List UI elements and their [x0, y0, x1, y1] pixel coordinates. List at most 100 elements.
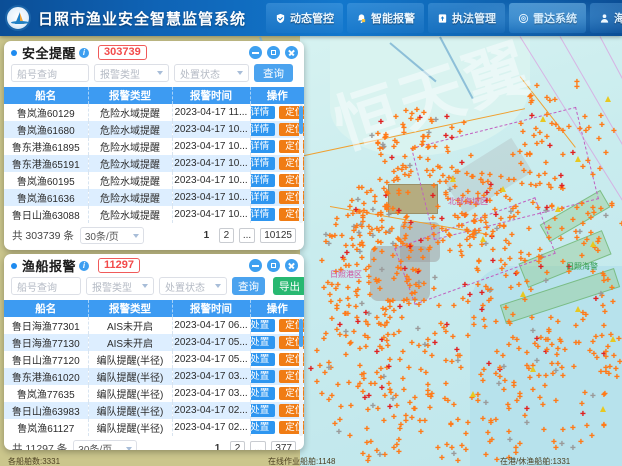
row-locate-button[interactable]: 定位 — [279, 106, 304, 119]
buoy-marker[interactable] — [470, 391, 476, 397]
minimize-icon[interactable] — [249, 46, 262, 59]
row-detail-button[interactable]: 处置 — [250, 353, 276, 366]
panel-safety-reminder[interactable]: 安全提醒 i 303739 船号查询 报警类型 处置状态 查询 — [4, 41, 304, 250]
row-locate-button[interactable]: 定位 — [279, 123, 304, 136]
row-detail-button[interactable]: 详情 — [250, 140, 276, 153]
row-locate-button[interactable]: 定位 — [279, 208, 304, 221]
panel-vessel-alarm[interactable]: 渔船报警 i 11297 船号查询 报警类型 处置状态 查询 导出 — [4, 254, 304, 450]
safety-table-body: 鲁岚渔60129 危险水域提醒 2023-04-17 11... 详情 定位 鲁岚渔616… — [4, 104, 304, 223]
scrollbar-thumb[interactable] — [299, 106, 303, 134]
row-detail-button[interactable]: 处置 — [250, 336, 276, 349]
buoy-marker[interactable] — [555, 206, 561, 212]
scrollbar-thumb[interactable] — [299, 319, 303, 347]
table-row[interactable]: 鲁岚渔61636 危险水域提醒 2023-04-17 10... 详情 定位 — [4, 189, 304, 206]
page-button[interactable]: 2 — [229, 441, 245, 450]
export-button[interactable]: 导出 — [273, 277, 304, 295]
table-row[interactable]: 鲁岚渔60129 危险水域提醒 2023-04-17 11... 详情 定位 — [4, 104, 304, 121]
search-input-ship-number[interactable]: 船号查询 — [11, 64, 89, 82]
table-row[interactable]: 鲁岚渔61680 危险水域提醒 2023-04-17 10... 详情 定位 — [4, 121, 304, 138]
table-row[interactable]: 鲁岚渔60195 危险水域提醒 2023-04-17 10... 详情 定位 — [4, 172, 304, 189]
query-button[interactable]: 查询 — [232, 277, 265, 295]
buoy-marker[interactable] — [605, 96, 611, 102]
row-detail-button[interactable]: 处置 — [250, 370, 276, 383]
search-input-ship-number[interactable]: 船号查询 — [11, 277, 81, 295]
row-detail-button[interactable]: 处置 — [250, 387, 276, 400]
buoy-marker[interactable] — [520, 291, 526, 297]
buoy-marker[interactable] — [540, 116, 546, 122]
row-locate-button[interactable]: 定位 — [279, 421, 304, 434]
table-scrollbar[interactable] — [299, 104, 303, 223]
table-row[interactable]: 鲁日山渔63088 危险水域提醒 2023-04-17 10... 详情 定位 — [4, 206, 304, 223]
buoy-marker[interactable] — [480, 236, 486, 242]
table-row[interactable]: 鲁日山渔63983 编队提醒(半径) 2023-04-17 02... 处置 定位 — [4, 402, 304, 419]
nav-item-dynamic-control[interactable]: 动态管控 — [266, 3, 344, 33]
table-scrollbar[interactable] — [299, 317, 303, 436]
row-detail-button[interactable]: 详情 — [250, 191, 276, 204]
buoy-marker[interactable] — [575, 306, 581, 312]
page-button[interactable]: ... — [238, 228, 256, 243]
row-detail-button[interactable]: 详情 — [250, 174, 276, 187]
row-locate-button[interactable]: 定位 — [279, 157, 304, 170]
nav-item-law-enforcement[interactable]: 执法管理 — [428, 3, 506, 33]
row-locate-button[interactable]: 定位 — [279, 387, 304, 400]
row-locate-button[interactable]: 定位 — [279, 404, 304, 417]
row-detail-button[interactable]: 详情 — [250, 106, 276, 119]
row-locate-button[interactable]: 定位 — [279, 319, 304, 332]
row-detail-button[interactable]: 处置 — [250, 421, 276, 434]
page-button[interactable]: ... — [249, 441, 267, 450]
row-locate-button[interactable]: 定位 — [279, 174, 304, 187]
panel-header: 渔船报警 i 11297 — [4, 254, 304, 277]
select-handling-status[interactable]: 处置状态 — [174, 64, 249, 82]
select-alarm-type[interactable]: 报警类型 — [94, 64, 169, 82]
row-detail-button[interactable]: 处置 — [250, 319, 276, 332]
buoy-marker[interactable] — [590, 241, 596, 247]
buoy-marker[interactable] — [575, 156, 581, 162]
buoy-marker[interactable] — [450, 176, 456, 182]
nav-item-coastal-monitor[interactable]: 海岸监 — [590, 3, 622, 33]
cell-actions: 处置 定位 — [250, 402, 304, 419]
row-detail-button[interactable]: 详情 — [250, 157, 276, 170]
page-button[interactable]: 1 — [203, 230, 210, 241]
table-row[interactable]: 鲁日山渔77120 编队提醒(半径) 2023-04-17 05... 处置 定位 — [4, 351, 304, 368]
buoy-marker[interactable] — [500, 186, 506, 192]
info-icon[interactable]: i — [79, 47, 90, 58]
pagination-alarm: 共 11297 条 30条/页 1 2... 377 — [4, 436, 304, 450]
table-row[interactable]: 鲁东港渔61895 危险水域提醒 2023-04-17 10... 详情 定位 — [4, 138, 304, 155]
table-row[interactable]: 鲁日海渔77130 AIS未开启 2023-04-17 05... 处置 定位 — [4, 334, 304, 351]
table-row[interactable]: 鲁东港渔65191 危险水域提醒 2023-04-17 10... 详情 定位 — [4, 155, 304, 172]
page-button[interactable]: 2 — [218, 228, 234, 243]
page-button[interactable]: 377 — [271, 441, 296, 450]
info-icon[interactable]: i — [79, 260, 90, 271]
table-row[interactable]: 鲁岚渔61127 编队提醒(半径) 2023-04-17 02... 处置 定位 — [4, 419, 304, 436]
buoy-marker[interactable] — [600, 406, 606, 412]
row-locate-button[interactable]: 定位 — [279, 353, 304, 366]
row-locate-button[interactable]: 定位 — [279, 336, 304, 349]
sailboat-badge-icon — [5, 5, 31, 31]
buoy-marker[interactable] — [530, 366, 536, 372]
query-button[interactable]: 查询 — [254, 64, 293, 82]
select-alarm-type[interactable]: 报警类型 — [86, 277, 154, 295]
page-size-select[interactable]: 30条/页 — [73, 440, 138, 450]
row-detail-button[interactable]: 详情 — [250, 123, 276, 136]
page-button[interactable]: 1 — [214, 443, 221, 450]
row-locate-button[interactable]: 定位 — [279, 140, 304, 153]
cell-ship-name: 鲁岚渔61680 — [4, 121, 89, 138]
row-locate-button[interactable]: 定位 — [279, 370, 304, 383]
close-icon[interactable] — [285, 259, 298, 272]
row-detail-button[interactable]: 处置 — [250, 404, 276, 417]
table-row[interactable]: 鲁岚渔77635 编队提醒(半径) 2023-04-17 03... 处置 定位 — [4, 385, 304, 402]
table-row[interactable]: 鲁日海渔77301 AIS未开启 2023-04-17 06... 处置 定位 — [4, 317, 304, 334]
nav-item-smart-alarm[interactable]: 智能报警 — [347, 3, 425, 33]
restore-icon[interactable] — [267, 46, 280, 59]
row-detail-button[interactable]: 详情 — [250, 208, 276, 221]
table-row[interactable]: 鲁东港渔61020 编队提醒(半径) 2023-04-17 03... 处置 定位 — [4, 368, 304, 385]
restore-icon[interactable] — [267, 259, 280, 272]
close-icon[interactable] — [285, 46, 298, 59]
nav-item-radar-system[interactable]: 雷达系统 — [509, 3, 587, 33]
row-locate-button[interactable]: 定位 — [279, 191, 304, 204]
buoy-marker[interactable] — [610, 336, 616, 342]
select-handling-status[interactable]: 处置状态 — [159, 277, 227, 295]
page-size-select[interactable]: 30条/页 — [79, 227, 144, 244]
minimize-icon[interactable] — [249, 259, 262, 272]
page-button[interactable]: 10125 — [260, 228, 296, 243]
